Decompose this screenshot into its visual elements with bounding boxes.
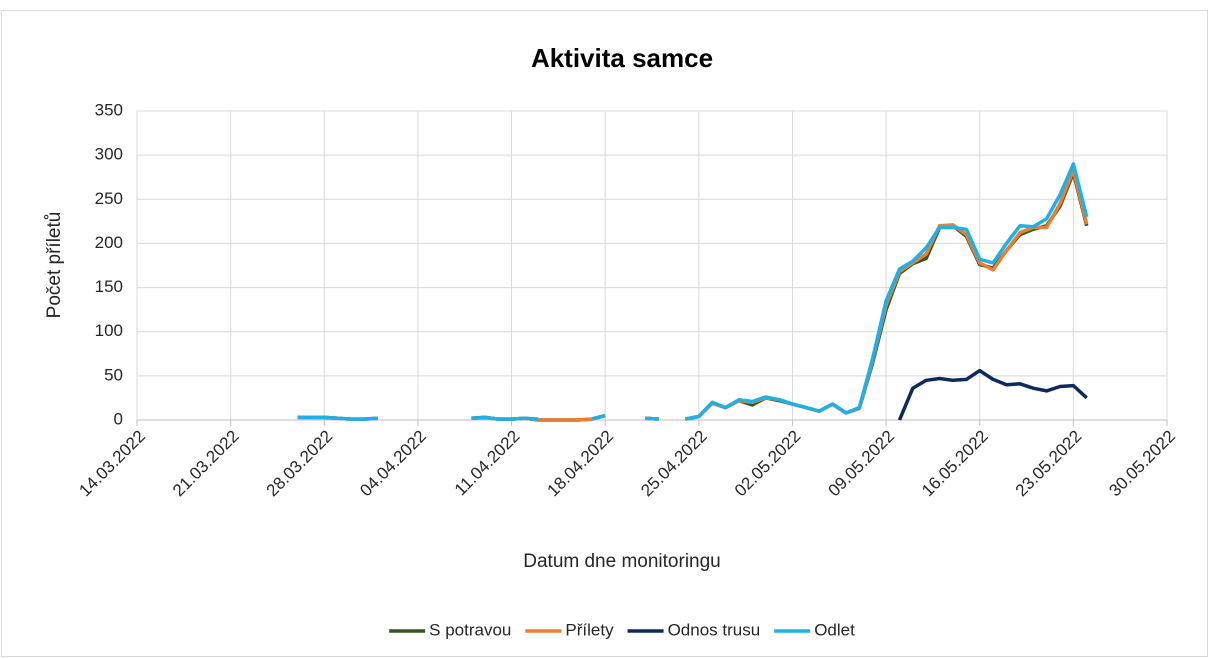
y-tick-label: 0 — [114, 409, 123, 428]
y-tick-label: 100 — [95, 321, 123, 340]
chart-border — [1, 10, 1208, 657]
data-line — [297, 162, 1089, 421]
y-tick-label: 300 — [95, 145, 123, 164]
data-line — [897, 368, 1088, 421]
y-tick-label: 350 — [95, 100, 123, 119]
chart-title: Aktivita samce — [531, 43, 713, 73]
x-axis-label: Datum dne monitoringu — [523, 551, 721, 572]
y-tick-label: 200 — [95, 233, 123, 252]
legend-label: S potravou — [429, 620, 511, 639]
y-tick-label: 150 — [95, 277, 123, 296]
legend-label: Přílety — [565, 620, 614, 639]
y-tick-label: 50 — [104, 365, 123, 384]
legend-label: Odlet — [814, 620, 855, 639]
y-axis-label: Počet příletů — [44, 212, 65, 319]
legend-label: Odnos trusu — [668, 620, 761, 639]
y-tick-label: 250 — [95, 189, 123, 208]
